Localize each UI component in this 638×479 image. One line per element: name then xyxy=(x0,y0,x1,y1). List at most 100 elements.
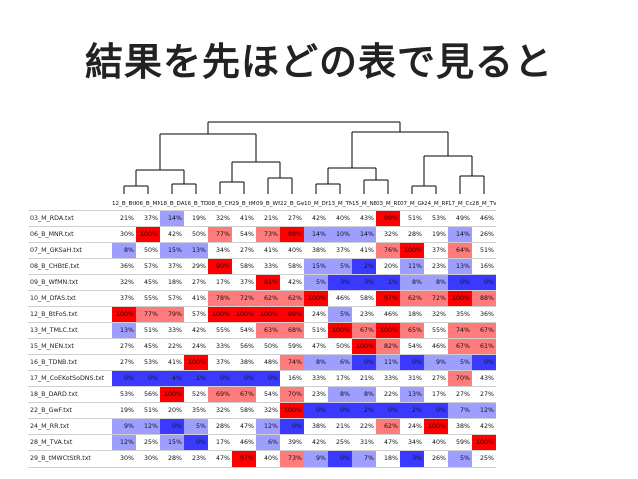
column-header: 22_B_Gw xyxy=(280,201,304,207)
table-cell: 98% xyxy=(280,227,304,243)
table-cell: 20% xyxy=(160,403,184,419)
table-cell: 15% xyxy=(304,259,328,275)
table-cell: 90% xyxy=(208,259,232,275)
table-cell: 18% xyxy=(160,275,184,291)
table-cell: 45% xyxy=(136,275,160,291)
table-cell: 50% xyxy=(328,339,352,355)
table-cell: 57% xyxy=(136,259,160,275)
table-cell: 47% xyxy=(232,419,256,435)
table-cell: 42% xyxy=(160,227,184,243)
table-cell: 100% xyxy=(208,307,232,323)
table-cell: 17% xyxy=(208,435,232,451)
table-cell: 100% xyxy=(304,291,328,307)
table-cell: 55% xyxy=(136,291,160,307)
table-cell: 99% xyxy=(280,307,304,323)
row-label: 03_M_RDA.txt xyxy=(30,215,74,222)
table-cell: 0% xyxy=(208,371,232,387)
table-cell: 22% xyxy=(352,419,376,435)
table-cell: 31% xyxy=(352,435,376,451)
table-cell: 0% xyxy=(136,371,160,387)
table-cell: 0% xyxy=(232,371,256,387)
table-cell: 63% xyxy=(256,323,280,339)
table-cell: 30% xyxy=(112,227,136,243)
table-cell: 0% xyxy=(184,435,208,451)
table-cell: 42% xyxy=(304,435,328,451)
table-cell: 37% xyxy=(136,211,160,227)
table-cell: 5% xyxy=(448,355,472,371)
table-cell: 7% xyxy=(352,451,376,467)
table-cell: 0% xyxy=(424,403,448,419)
table-cell: 67% xyxy=(472,323,496,339)
table-cell: 62% xyxy=(400,291,424,307)
table-cell: 27% xyxy=(448,387,472,403)
table-cell: 57% xyxy=(160,291,184,307)
table-cell: 32% xyxy=(376,227,400,243)
table-row: 22_B_GwF.txt 19% 51% 20% 35% 32% 58% 32% 100% 0% 0… xyxy=(28,403,496,419)
table-cell: 67% xyxy=(448,339,472,355)
table-cell: 77% xyxy=(208,227,232,243)
table-cell: 88% xyxy=(472,291,496,307)
table-cell: 30% xyxy=(136,451,160,467)
table-cell: 91% xyxy=(256,275,280,291)
table-cell: 100% xyxy=(424,419,448,435)
table-cell: 0% xyxy=(328,451,352,467)
row-label: 15_M_NEN.txt xyxy=(30,343,74,350)
table-cell: 1% xyxy=(184,371,208,387)
table-cell: 99% xyxy=(376,211,400,227)
table-cell: 32% xyxy=(112,275,136,291)
table-cell: 82% xyxy=(376,339,400,355)
table-cell: 100% xyxy=(448,291,472,307)
table-cell: 24% xyxy=(184,339,208,355)
table-cell: 6% xyxy=(256,435,280,451)
table-cell: 0% xyxy=(328,403,352,419)
table-cell: 58% xyxy=(280,259,304,275)
table-cell: 51% xyxy=(304,323,328,339)
table-cell: 35% xyxy=(448,307,472,323)
table-cell: 46% xyxy=(232,435,256,451)
dendrogram xyxy=(123,121,485,194)
table-cell: 36% xyxy=(112,259,136,275)
table-cell: 19% xyxy=(184,211,208,227)
table-cell: 17% xyxy=(424,387,448,403)
table-cell: 70% xyxy=(280,387,304,403)
table-cell: 47% xyxy=(208,451,232,467)
table-cell: 67% xyxy=(232,387,256,403)
table-cell: 50% xyxy=(184,227,208,243)
table-cell: 23% xyxy=(424,259,448,275)
table-cell: 0% xyxy=(304,403,328,419)
table-cell: 79% xyxy=(160,307,184,323)
table-cell: 47% xyxy=(376,435,400,451)
table-cell: 61% xyxy=(472,339,496,355)
row-label: 28_M_TVA.txt xyxy=(30,439,73,446)
table-cell: 28% xyxy=(208,419,232,435)
table-cell: 51% xyxy=(400,211,424,227)
table-cell: 18% xyxy=(400,307,424,323)
table-cell: 28% xyxy=(160,451,184,467)
table-cell: 100% xyxy=(376,323,400,339)
table-cell: 12% xyxy=(136,419,160,435)
table-cell: 13% xyxy=(112,323,136,339)
table-cell: 46% xyxy=(376,307,400,323)
table-cell: 8% xyxy=(328,387,352,403)
table-cell: 62% xyxy=(280,291,304,307)
table-cell: 23% xyxy=(352,307,376,323)
table-cell: 4% xyxy=(160,371,184,387)
table-cell: 50% xyxy=(256,339,280,355)
row-divider xyxy=(28,322,496,323)
table-row: 24_M_RR.txt 9% 12% 0% 5% 28% 47% 12% 0% 38% 21% 22%… xyxy=(28,419,496,435)
table-cell: 40% xyxy=(424,435,448,451)
row-label: 12_B_BtFoS.txt xyxy=(30,311,78,318)
table-cell: 41% xyxy=(232,211,256,227)
table-cell: 33% xyxy=(208,339,232,355)
column-header: 07_M_GK xyxy=(400,201,424,207)
row-label: 29_B_tMWCtStR.txt xyxy=(30,455,91,462)
table-cell: 12% xyxy=(112,435,136,451)
table-cell: 0% xyxy=(256,371,280,387)
table-cell: 19% xyxy=(112,403,136,419)
table-cell: 37% xyxy=(208,355,232,371)
table-cell: 45% xyxy=(136,339,160,355)
table-cell: 54% xyxy=(232,227,256,243)
table-cell: 41% xyxy=(160,355,184,371)
table-cell: 100% xyxy=(328,323,352,339)
table-cell: 5% xyxy=(328,259,352,275)
